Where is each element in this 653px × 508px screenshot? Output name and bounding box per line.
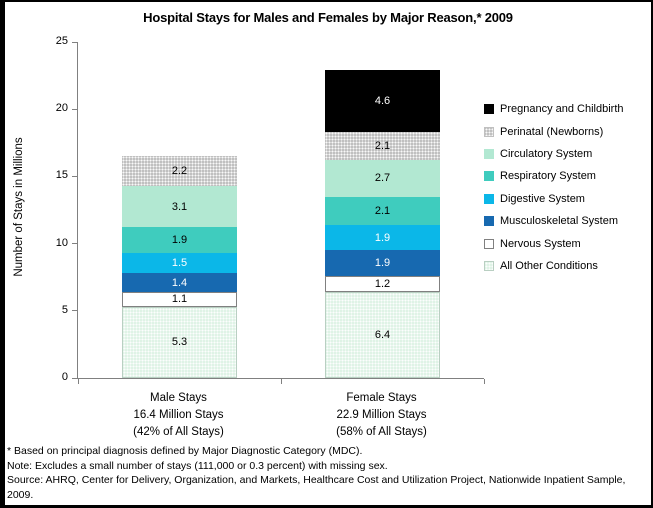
x-tick-mark [77, 379, 79, 384]
legend-swatch [484, 260, 494, 271]
legend-item: Nervous System [484, 232, 624, 254]
y-tick-label: 0 [61, 371, 68, 383]
bar-segment-label: 1.5 [171, 257, 188, 270]
category-label-line: 22.9 Million Stays [336, 409, 427, 421]
legend: Pregnancy and Childbirth Perinatal (Newbo… [484, 98, 624, 277]
bar-segment-label: 1.9 [374, 257, 391, 270]
bar-segment-label: 2.1 [374, 140, 391, 153]
bar-segment-label: 1.9 [374, 231, 391, 244]
y-tick-label: 10 [55, 236, 68, 249]
legend-label: All Other Conditions [500, 259, 598, 272]
bar-segment: 1.2 [325, 275, 440, 292]
footnote-line: Source: AHRQ, Center for Delivery, Organ… [7, 474, 626, 502]
legend-label: Digestive System [500, 192, 585, 205]
bar-segment: 4.6 [325, 70, 440, 133]
category-label: Female Stays 22.9 Million Stays (58% of Al… [280, 390, 483, 441]
bar-female: 6.4 1.2 1.9 1.9 2.1 2.7 2.1 4.6 [325, 42, 440, 378]
legend-label: Pregnancy and Childbirth [500, 103, 624, 116]
x-tick-mark [280, 379, 282, 384]
category-label: Male Stays 16.4 Million Stays (42% of All … [77, 390, 280, 441]
legend-item: All Other Conditions [484, 255, 624, 277]
bar-segment-label: 1.4 [171, 276, 188, 289]
legend-swatch [484, 104, 494, 115]
plot-area: 0 5 10 15 20 25 5.3 1.1 1.4 1.5 1.9 3.1 2.2 6.4 1.2 1.9… [56, 35, 485, 384]
bar-segment: 2.1 [325, 196, 440, 225]
legend-label: Musculoskeletal System [500, 215, 618, 228]
category-label-line: Male Stays [150, 392, 207, 404]
bar-segment-label: 4.6 [374, 95, 391, 108]
chart-title: Hospital Stays for Males and Females by … [143, 10, 513, 25]
bar-segment-label: 2.2 [171, 165, 188, 178]
bar-segment: 3.1 [122, 185, 237, 228]
y-tick-label: 15 [55, 169, 68, 182]
category-label-line: (42% of All Stays) [133, 426, 224, 438]
y-tick-mark [72, 108, 77, 110]
legend-swatch [484, 126, 494, 137]
bar-segment-label: 5.3 [171, 336, 188, 349]
bar-segment-label: 1.2 [374, 277, 391, 290]
y-tick-label: 20 [55, 102, 68, 115]
legend-swatch [484, 193, 494, 204]
legend-swatch [484, 148, 494, 159]
category-label-line: (58% of All Stays) [336, 426, 427, 438]
y-tick-mark [72, 377, 77, 379]
legend-item: Musculoskeletal System [484, 210, 624, 232]
bar-segment: 5.3 [122, 306, 237, 378]
category-label-line: Female Stays [346, 392, 417, 404]
bar-segment: 1.4 [122, 273, 237, 292]
bar-segment-label: 2.7 [374, 172, 391, 185]
y-tick-mark [72, 41, 77, 43]
y-tick-label: 25 [55, 35, 68, 47]
bar-segment-label: 6.4 [374, 328, 391, 341]
bar-segment: 1.5 [122, 253, 237, 274]
legend-label: Perinatal (Newborns) [500, 125, 604, 138]
y-tick-label: 5 [61, 303, 68, 316]
bar-segment: 1.9 [325, 224, 440, 251]
bar-segment: 2.1 [325, 132, 440, 161]
y-tick-mark [72, 243, 77, 245]
bar-segment: 1.1 [122, 292, 237, 307]
legend-item: Digestive System [484, 188, 624, 210]
legend-item: Circulatory System [484, 143, 624, 165]
bar-segment-label: 2.1 [374, 204, 391, 217]
category-label-line: 16.4 Million Stays [133, 409, 224, 421]
y-tick-mark [72, 175, 77, 177]
bar-segment: 6.4 [325, 291, 440, 378]
footnotes: * Based on principal diagnosis defined b… [7, 444, 649, 503]
bar-segment-label: 1.9 [171, 234, 188, 247]
legend-swatch [484, 238, 494, 249]
legend-item: Pregnancy and Childbirth [484, 98, 624, 120]
legend-item: Respiratory System [484, 165, 624, 187]
legend-swatch [484, 216, 494, 227]
y-axis-title: Number of Stays in Millions [13, 137, 25, 277]
legend-label: Circulatory System [500, 147, 593, 160]
x-tick-mark [483, 379, 485, 384]
bar-segment-label: 3.1 [171, 200, 188, 213]
bar-segment: 2.7 [325, 160, 440, 197]
bar-segment: 1.9 [325, 250, 440, 276]
footnote-line: * Based on principal diagnosis defined b… [7, 444, 363, 457]
legend-label: Nervous System [500, 237, 581, 250]
bar-segment: 1.9 [122, 227, 237, 254]
bar-male: 5.3 1.1 1.4 1.5 1.9 3.1 2.2 [122, 42, 237, 378]
bar-segment-label: 1.1 [171, 293, 188, 306]
legend-label: Respiratory System [500, 170, 596, 183]
y-tick-mark [72, 310, 77, 312]
footnote-line: Note: Excludes a small number of stays (… [7, 459, 388, 472]
legend-swatch [484, 171, 494, 182]
legend-item: Perinatal (Newborns) [484, 120, 624, 142]
bar-segment: 2.2 [122, 156, 237, 186]
